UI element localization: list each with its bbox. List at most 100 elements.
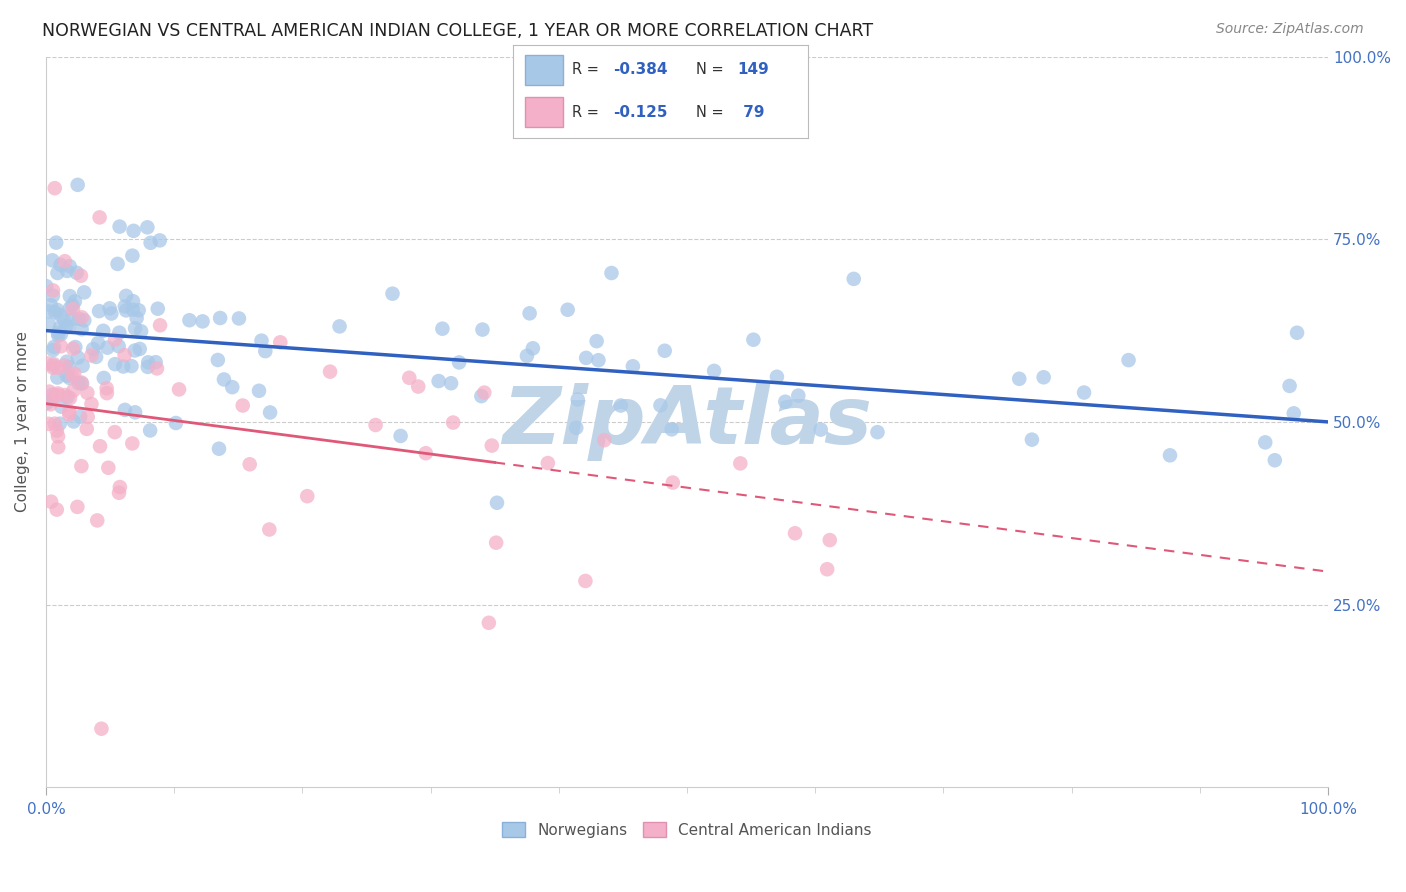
Point <box>66 266 89 280</box>
Point <box>145 355 167 369</box>
Point <box>122 294 145 309</box>
Point <box>485 535 508 549</box>
Point <box>53 314 76 328</box>
Point <box>46 440 69 454</box>
Point <box>65 340 87 354</box>
Point <box>221 380 243 394</box>
Point <box>96 381 118 395</box>
Point <box>1021 433 1043 447</box>
Point <box>58 320 80 334</box>
Point <box>818 533 841 547</box>
Point <box>1008 372 1031 386</box>
Point <box>62 342 84 356</box>
Point <box>1254 435 1277 450</box>
Point <box>114 403 136 417</box>
Point <box>38 318 60 332</box>
Bar <box>524 55 564 85</box>
Point <box>122 224 145 238</box>
Point <box>406 379 429 393</box>
Point <box>415 446 437 460</box>
Point <box>46 328 69 343</box>
Point <box>600 266 623 280</box>
Point <box>567 392 589 407</box>
Point <box>58 408 80 422</box>
Text: -0.384: -0.384 <box>613 62 668 78</box>
Text: ZipAtlas: ZipAtlas <box>502 383 872 461</box>
Point <box>121 249 143 263</box>
Point <box>128 342 150 356</box>
Point <box>70 310 93 325</box>
Point <box>66 351 89 365</box>
Y-axis label: College, 1 year or more: College, 1 year or more <box>15 332 30 512</box>
Point <box>209 311 232 326</box>
Point <box>56 354 79 368</box>
Point <box>364 417 387 432</box>
Point <box>59 259 82 273</box>
Point <box>121 436 143 450</box>
Point <box>45 235 67 250</box>
Point <box>1032 370 1054 384</box>
Point <box>46 266 69 280</box>
Point <box>389 429 412 443</box>
Point <box>575 351 598 365</box>
Point <box>44 305 66 319</box>
Point <box>593 433 616 447</box>
Point <box>440 376 463 391</box>
Point <box>87 304 110 318</box>
Text: N =: N = <box>696 104 728 120</box>
Point <box>191 314 214 328</box>
Point <box>62 302 84 317</box>
Point <box>100 306 122 320</box>
Point <box>76 385 98 400</box>
Point <box>259 523 281 537</box>
Point <box>42 343 65 357</box>
Point <box>70 459 93 474</box>
Point <box>76 422 98 436</box>
Point <box>80 349 103 363</box>
Point <box>108 480 131 494</box>
Point <box>149 318 172 333</box>
Point <box>49 258 72 272</box>
Point <box>39 494 62 508</box>
Point <box>91 324 114 338</box>
Point <box>149 234 172 248</box>
Point <box>565 421 588 435</box>
Point <box>62 312 84 326</box>
Point <box>427 374 450 388</box>
Point <box>146 301 169 316</box>
Point <box>93 371 115 385</box>
Point <box>89 439 111 453</box>
Point <box>254 344 277 359</box>
Point <box>42 288 65 302</box>
Point <box>766 369 789 384</box>
Point <box>588 353 610 368</box>
Point <box>80 397 103 411</box>
Text: -0.125: -0.125 <box>613 104 668 120</box>
Point <box>44 417 66 431</box>
Legend: Norwegians, Central American Indians: Norwegians, Central American Indians <box>495 814 879 846</box>
Point <box>53 359 76 373</box>
Point <box>124 405 146 419</box>
Text: N =: N = <box>696 62 728 78</box>
Point <box>208 442 231 456</box>
Point <box>124 321 146 335</box>
Point <box>41 253 63 268</box>
Point <box>167 383 190 397</box>
Point <box>516 349 538 363</box>
Point <box>49 327 72 342</box>
Point <box>1073 385 1095 400</box>
Point <box>128 303 150 318</box>
Point <box>38 417 60 431</box>
Point <box>146 361 169 376</box>
Point <box>108 485 131 500</box>
Point <box>86 513 108 527</box>
Point <box>742 333 765 347</box>
Point <box>42 360 65 375</box>
Point <box>49 308 72 322</box>
Point <box>55 319 77 334</box>
Point <box>585 334 607 348</box>
Point <box>46 386 69 401</box>
Point <box>82 342 104 356</box>
Point <box>207 353 229 368</box>
Point <box>115 303 138 318</box>
